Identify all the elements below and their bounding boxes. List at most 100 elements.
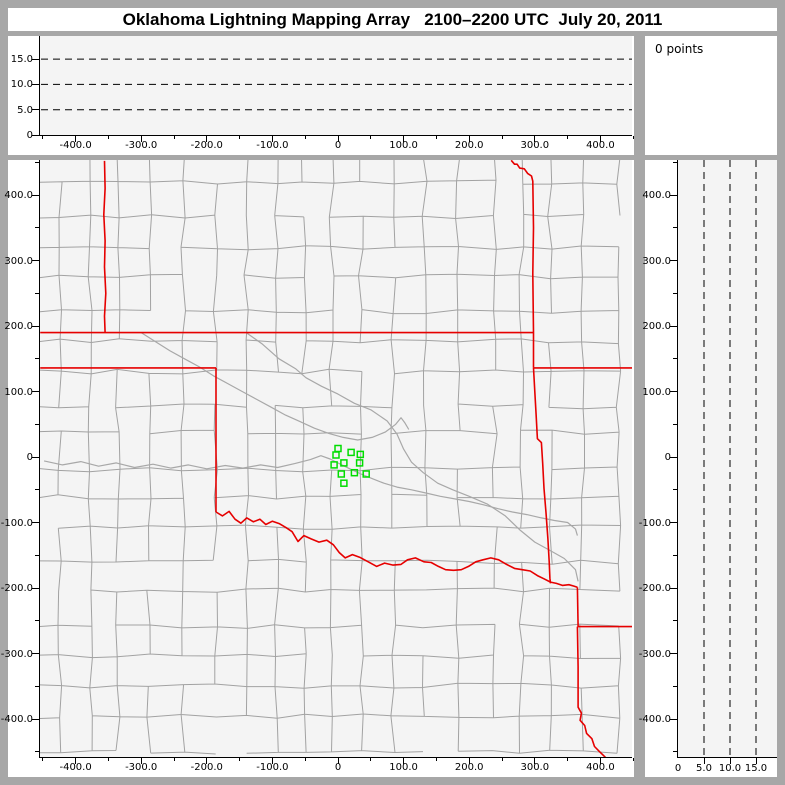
x-tick-label: -300.0	[125, 140, 158, 151]
altitude-ns-plot-area[interactable]	[677, 160, 777, 758]
x-minor-tick	[370, 758, 372, 761]
river-cimarron-river	[140, 332, 410, 441]
river-arkansas-river	[245, 332, 579, 582]
y-minor-tick	[35, 554, 39, 556]
x-tick	[599, 758, 601, 764]
x-tick-label: 300.0	[520, 762, 550, 773]
x-minor-tick	[435, 136, 437, 139]
y-tick-label: 5.0	[17, 104, 33, 116]
x-minor-tick	[239, 136, 241, 139]
y-tick	[670, 718, 677, 720]
altitude-ew-plot	[41, 58, 632, 111]
x-tick-label: 200.0	[454, 762, 484, 773]
y-minor-tick	[673, 685, 677, 687]
lma-station-marker	[362, 470, 370, 478]
x-tick-label: -200.0	[190, 140, 223, 151]
y-tick	[32, 134, 39, 136]
lma-station-marker	[350, 468, 359, 477]
y-tick	[670, 522, 677, 523]
x-tick	[271, 136, 273, 142]
x-minor-tick	[42, 758, 44, 761]
x-minor-tick	[632, 136, 634, 139]
x-tick	[729, 758, 731, 764]
y-tick	[32, 653, 39, 654]
state-border-missouri-west	[510, 160, 535, 368]
x-tick	[468, 758, 470, 764]
x-tick	[337, 758, 339, 764]
x-tick-label: -400.0	[59, 140, 92, 151]
y-tick-label: -300.0	[0, 648, 33, 660]
x-tick	[337, 136, 339, 142]
x-minor-tick	[501, 758, 503, 761]
x-minor-tick	[239, 758, 241, 761]
y-tick	[670, 325, 677, 327]
points-count-label: 0 points	[655, 42, 704, 56]
y-tick	[32, 83, 39, 85]
x-minor-tick	[173, 136, 175, 139]
x-minor-tick	[173, 758, 175, 761]
y-minor-tick	[673, 489, 677, 491]
x-tick	[75, 136, 77, 142]
y-minor-tick	[35, 161, 39, 163]
state-border-colorado-kansas	[103, 160, 107, 333]
y-minor-tick	[35, 620, 39, 622]
x-tick	[534, 758, 536, 764]
plan-view-panel: -400.0 -300.0 -200.0 -100.0 0 100.0 200.0 300.0…	[1, 160, 634, 777]
y-tick	[32, 587, 39, 589]
y-tick	[670, 456, 677, 458]
x-tick-label: -100.0	[256, 140, 289, 151]
y-tick-label: -200.0	[638, 583, 671, 594]
y-tick-label: -100.0	[638, 517, 671, 529]
county-lines-layer	[40, 160, 622, 755]
y-minor-tick	[673, 620, 677, 622]
y-minor-tick	[673, 161, 677, 163]
y-tick-label: 100.0	[4, 386, 33, 398]
y-tick	[670, 587, 677, 589]
y-minor-tick	[35, 227, 39, 229]
x-tick-label: 100.0	[389, 140, 418, 151]
lma-station-marker	[355, 459, 364, 467]
x-tick-label: 100.0	[389, 762, 418, 773]
x-tick	[140, 758, 142, 764]
x-tick	[206, 136, 208, 142]
y-minor-tick	[35, 685, 39, 687]
altitude-ns-panel: 400.0 300.0 200.0 100.0 0 -100.0 -200.0 -300.0 -…	[639, 160, 777, 777]
plan-view-plot-area[interactable]	[39, 160, 632, 758]
y-tick-label: -400.0	[0, 714, 33, 725]
y-tick-label: 0	[26, 130, 33, 141]
x-tick-label: -300.0	[125, 762, 158, 773]
x-tick-label: 400.0	[586, 762, 615, 773]
y-tick	[32, 109, 39, 111]
y-tick	[32, 522, 39, 523]
y-minor-tick	[673, 751, 677, 753]
x-tick	[755, 758, 757, 764]
altitude-ew-plot-area[interactable]	[39, 36, 632, 136]
y-minor-tick	[673, 227, 677, 229]
y-tick	[32, 391, 39, 392]
y-tick-label: 0	[26, 452, 33, 463]
x-tick	[140, 136, 142, 142]
y-tick-label: 15.0	[10, 54, 33, 66]
x-minor-tick	[304, 758, 306, 761]
y-tick-label: 300.0	[4, 255, 33, 267]
x-minor-tick	[567, 758, 569, 761]
x-tick-label: 200.0	[454, 140, 484, 151]
x-tick-label: 15.0	[744, 763, 768, 774]
y-tick-label: -300.0	[638, 648, 671, 660]
lma-station-marker	[347, 448, 355, 457]
y-tick-label: 400.0	[642, 190, 671, 201]
y-tick-label: 200.0	[642, 321, 671, 332]
x-tick	[703, 758, 705, 764]
lma-station-marker	[356, 450, 365, 459]
x-tick-label: 0	[334, 762, 342, 773]
y-tick-label: 0	[664, 452, 671, 463]
lma-station-marker	[340, 459, 348, 467]
x-minor-tick	[435, 758, 437, 761]
x-tick-label: -100.0	[256, 762, 289, 773]
y-minor-tick	[673, 554, 677, 556]
x-tick	[75, 758, 77, 764]
y-tick	[32, 456, 39, 458]
x-tick-label: -200.0	[190, 762, 223, 773]
y-tick-label: 100.0	[642, 386, 671, 398]
